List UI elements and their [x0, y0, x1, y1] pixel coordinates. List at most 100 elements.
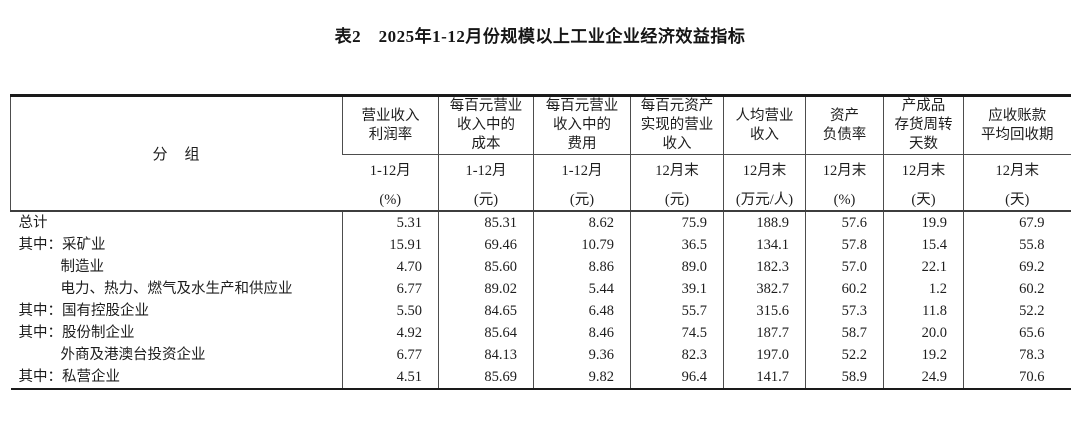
table-row-foreign-invested: 外商及港澳台投资企业 6.77 84.13 9.36 82.3 197.0 52… [11, 343, 1071, 366]
data-cell: 197.0 [723, 343, 806, 366]
period-unit-cell: 1-12月 (元) [533, 154, 631, 211]
column-header-expense-per-100: 每百元营业 收入中的 费用 [533, 95, 631, 155]
data-cell: 9.36 [533, 343, 631, 366]
unit-label: (元) [473, 192, 499, 208]
unit-label: (%) [833, 192, 856, 208]
data-cell: 70.6 [963, 365, 1071, 389]
period-label: 12月末 [901, 163, 946, 179]
data-cell: 57.3 [805, 299, 884, 322]
data-cell: 22.1 [883, 255, 964, 278]
data-cell: 24.9 [883, 365, 964, 389]
column-header-cost-per-100: 每百元营业 收入中的 成本 [438, 95, 534, 155]
period-unit-cell: 12月末 (元) [630, 154, 724, 211]
data-cell: 58.7 [805, 321, 884, 344]
data-cell: 8.62 [533, 209, 631, 234]
period-unit-cell: 12月末 (天) [963, 154, 1071, 211]
row-label: 电力、热力、燃气及水生产和供应业 [60, 280, 293, 297]
row-label: 其中：国有控股企业 [18, 302, 150, 319]
header-period-row: 1-12月 (%) 1-12月 (元) 1-12月 (元) 12月末 (元) 1… [11, 154, 1071, 211]
period-unit-cell: 12月末 (万元/人) [723, 154, 806, 211]
table-row-total: 总计 5.31 85.31 8.62 75.9 188.9 57.6 19.9 … [10, 209, 1071, 234]
data-cell: 382.7 [723, 277, 806, 300]
data-cell: 85.60 [438, 255, 534, 278]
period-label: 12月末 [655, 163, 699, 179]
period-unit-cell: 1-12月 (%) [343, 155, 439, 211]
data-cell: 188.9 [723, 209, 806, 234]
data-cell: 60.2 [963, 277, 1071, 300]
table-row-private: 其中：私营企业 4.51 85.69 9.82 96.4 141.7 58.9 … [11, 365, 1071, 389]
period-label: 1-12月 [465, 163, 507, 179]
data-cell: 15.91 [342, 233, 439, 256]
data-cell: 69.2 [963, 255, 1071, 278]
unit-label: (元) [569, 192, 595, 208]
data-cell: 78.3 [963, 343, 1071, 366]
period-label: 12月末 [995, 163, 1040, 179]
row-label: 其中：采矿业 [18, 236, 106, 253]
period-label: 12月末 [742, 163, 787, 179]
data-cell: 85.31 [438, 209, 534, 234]
data-cell: 9.82 [533, 365, 631, 389]
period-label: 1-12月 [369, 163, 411, 179]
period-unit-cell: 1-12月 (元) [438, 154, 534, 211]
row-label: 其中：私营企业 [18, 368, 121, 385]
unit-label: (%) [379, 192, 402, 208]
data-cell: 20.0 [883, 321, 964, 344]
data-cell: 69.46 [438, 233, 534, 256]
unit-label: (天) [911, 192, 936, 208]
economic-indicators-table: 分 组 营业收入 利润率 每百元营业 收入中的 成本 每百元营业 收入中的 费用… [10, 94, 1071, 390]
data-cell: 84.65 [438, 299, 534, 322]
period-unit-cell: 12月末 (天) [883, 154, 964, 211]
data-cell: 89.0 [630, 255, 724, 278]
unit-label: (万元/人) [735, 192, 794, 208]
table-header: 分 组 营业收入 利润率 每百元营业 收入中的 成本 每百元营业 收入中的 费用… [10, 95, 1071, 211]
data-cell: 5.31 [342, 209, 439, 234]
data-cell: 84.13 [438, 343, 534, 366]
period-label: 1-12月 [561, 163, 603, 179]
data-cell: 85.69 [438, 365, 534, 389]
data-cell: 89.02 [438, 277, 534, 300]
group-column-header: 分 组 [10, 95, 343, 211]
header-name-row: 分 组 营业收入 利润率 每百元营业 收入中的 成本 每百元营业 收入中的 费用… [10, 95, 1071, 211]
data-cell: 55.8 [963, 233, 1071, 256]
data-cell: 57.6 [805, 209, 884, 234]
table-row-mining: 其中：采矿业 15.91 69.46 10.79 36.5 134.1 57.8… [11, 233, 1071, 256]
table-row-state-holding: 其中：国有控股企业 5.50 84.65 6.48 55.7 315.6 57.… [11, 299, 1071, 322]
row-label: 外商及港澳台投资企业 [60, 346, 206, 363]
table-row-shareholding: 其中：股份制企业 4.92 85.64 8.46 74.5 187.7 58.7… [11, 321, 1071, 344]
data-cell: 58.9 [805, 365, 884, 389]
data-cell: 141.7 [723, 365, 806, 389]
data-cell: 134.1 [723, 233, 806, 256]
data-cell: 57.8 [805, 233, 884, 256]
data-cell: 74.5 [630, 321, 724, 344]
period-label: 12月末 [822, 163, 867, 179]
data-cell: 4.51 [342, 365, 439, 389]
row-label: 制造业 [60, 258, 105, 275]
data-cell: 15.4 [883, 233, 964, 256]
data-cell: 4.70 [342, 255, 439, 278]
data-cell: 1.2 [883, 277, 964, 300]
unit-label: (天) [1005, 192, 1030, 208]
unit-label: (元) [664, 192, 690, 208]
data-cell: 52.2 [805, 343, 884, 366]
data-cell: 36.5 [630, 233, 724, 256]
column-header-revenue-per-100-assets: 每百元资产 实现的营业 收入 [630, 95, 724, 155]
data-cell: 39.1 [630, 277, 724, 300]
column-header-profit-rate: 营业收入 利润率 [342, 95, 439, 155]
data-cell: 187.7 [723, 321, 806, 344]
column-header-receivables-collection-period: 应收账款 平均回收期 [963, 95, 1071, 155]
data-cell: 5.50 [342, 299, 439, 322]
table-row-utilities: 电力、热力、燃气及水生产和供应业 6.77 89.02 5.44 39.1 38… [11, 277, 1071, 300]
data-cell: 8.86 [533, 255, 631, 278]
data-cell: 19.2 [883, 343, 964, 366]
data-cell: 65.6 [963, 321, 1071, 344]
row-label: 总计 [10, 209, 343, 234]
data-cell: 55.7 [630, 299, 724, 322]
data-cell: 85.64 [438, 321, 534, 344]
data-cell: 182.3 [723, 255, 806, 278]
data-cell: 10.79 [533, 233, 631, 256]
column-header-revenue-per-capita: 人均营业 收入 [723, 95, 806, 155]
row-label: 其中：股份制企业 [18, 324, 135, 341]
data-cell: 11.8 [883, 299, 964, 322]
data-cell: 75.9 [630, 209, 724, 234]
data-cell: 96.4 [630, 365, 724, 389]
